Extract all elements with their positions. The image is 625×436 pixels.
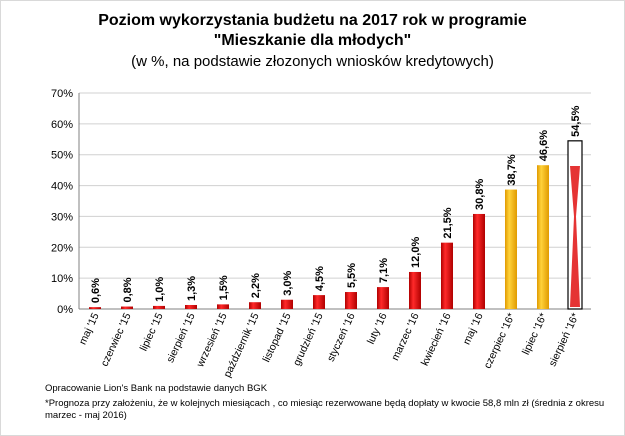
data-label: 3,0% xyxy=(282,270,294,295)
x-tick-label: maj '15 xyxy=(77,311,102,347)
y-tick-label: 30% xyxy=(51,211,73,223)
y-tick-label: 60% xyxy=(51,119,73,131)
x-tick-label: czerpiec '16* xyxy=(482,311,518,370)
bar xyxy=(281,299,293,309)
bar xyxy=(473,213,485,309)
bar-forecast xyxy=(505,189,517,309)
data-label: 0,6% xyxy=(90,278,102,303)
bar-fill xyxy=(570,166,580,307)
bar xyxy=(345,292,357,309)
x-tick-label: luty '16 xyxy=(365,311,390,346)
bar-chart: 0% 10% 20% 30% 40% 50% 60% 70% 0,6% maj '15 0,8% cz… xyxy=(51,88,591,379)
x-tick-label: wrzesień '15 xyxy=(194,311,230,370)
data-label: 5,5% xyxy=(346,263,358,288)
x-tick-label: lipiec '15 xyxy=(138,311,166,353)
data-label: 1,5% xyxy=(218,275,230,300)
chart-title: Poziom wykorzystania budżetu na 2017 rok… xyxy=(98,12,527,29)
x-tick-label: lipiec '16* xyxy=(520,311,550,357)
data-label: 0,8% xyxy=(122,277,134,302)
data-label: 21,5% xyxy=(442,207,454,238)
y-tick-label: 40% xyxy=(51,181,73,193)
x-tick-label: październik '15 xyxy=(221,311,261,379)
bar xyxy=(121,306,133,309)
bar xyxy=(313,295,325,309)
x-tick-label: styczeń '16 xyxy=(325,311,358,364)
bar-forecast xyxy=(537,165,549,309)
data-label: 46,6% xyxy=(538,130,550,161)
y-tick-label: 0% xyxy=(57,304,73,316)
bar xyxy=(441,242,453,309)
y-tick-label: 70% xyxy=(51,88,73,100)
bar xyxy=(249,302,261,309)
bar xyxy=(153,305,165,309)
footnote: *Prognoza przy założeniu, że w kolejnych… xyxy=(45,398,605,421)
bar-forecast-hatched xyxy=(567,140,583,310)
x-tick-label: sierpień '16* xyxy=(547,311,582,368)
data-label: 54,5% xyxy=(570,105,582,136)
x-tick-label: sierpień '15 xyxy=(164,311,197,365)
x-tick-label: marzec '16 xyxy=(389,311,422,362)
data-label: 7,1% xyxy=(378,258,390,283)
bar xyxy=(217,304,229,309)
x-tick-label: kwiecień '16 xyxy=(419,311,454,368)
data-label: 2,2% xyxy=(250,273,262,298)
data-label: 1,0% xyxy=(154,277,166,302)
bar xyxy=(185,304,197,309)
y-tick-label: 50% xyxy=(51,150,73,162)
data-label: 38,7% xyxy=(506,154,518,185)
data-label: 1,3% xyxy=(186,276,198,301)
bar xyxy=(89,307,101,309)
chart-title-line2: "Mieszkanie dla młodych" xyxy=(213,32,412,49)
x-tick-label: listopad '15 xyxy=(261,311,294,364)
bar xyxy=(409,271,421,309)
bar xyxy=(377,287,389,309)
data-label: 30,8% xyxy=(474,179,486,210)
x-tick-label: maj '16 xyxy=(461,311,486,347)
data-label: 12,0% xyxy=(410,237,422,268)
data-label: 4,5% xyxy=(314,266,326,291)
x-tick-label: czerwiec '15 xyxy=(99,311,134,368)
source-note: Opracowanie Lion's Bank na podstawie dan… xyxy=(45,383,268,394)
y-tick-label: 10% xyxy=(51,273,73,285)
y-tick-label: 20% xyxy=(51,242,73,254)
x-tick-label: grudzień '15 xyxy=(291,311,326,368)
chart-subtitle: (w %, na podstawie złozonych wniosków kr… xyxy=(131,53,494,70)
